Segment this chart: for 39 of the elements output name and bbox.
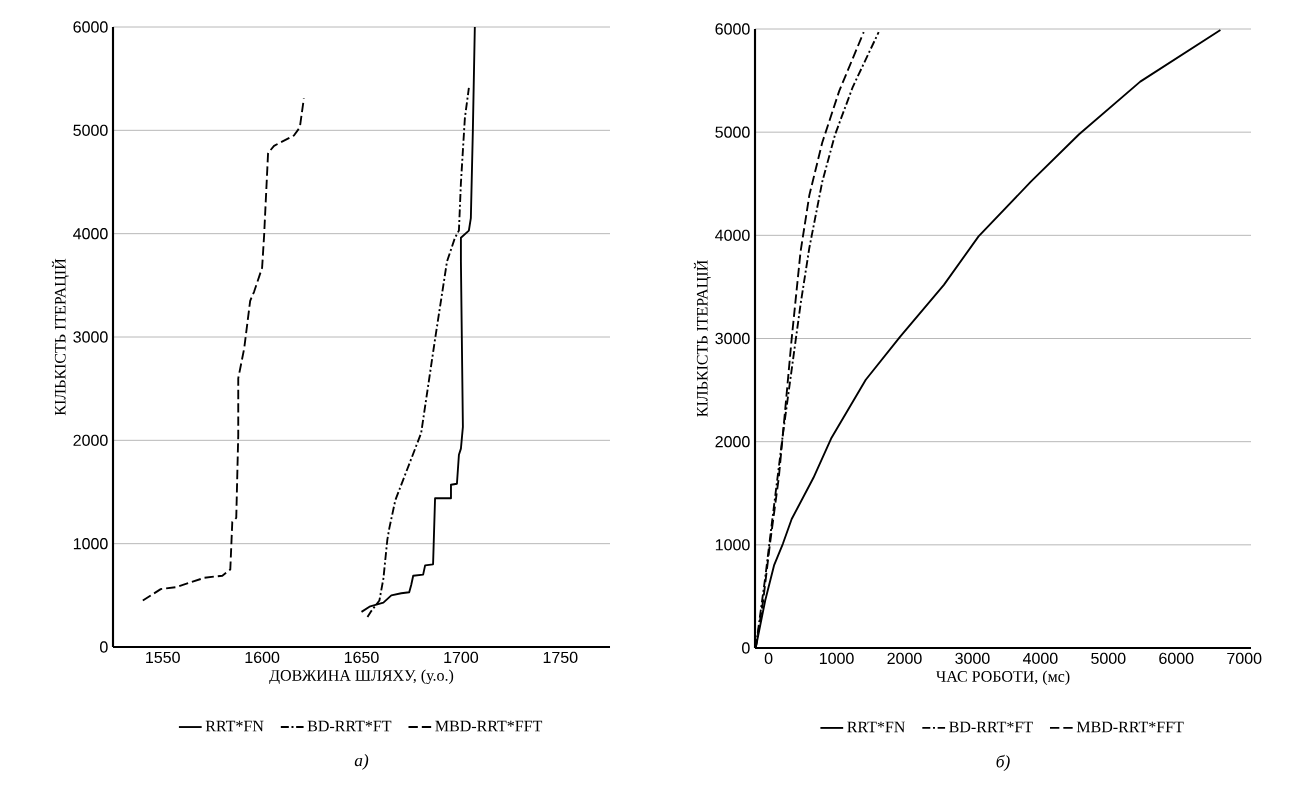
y-tick-label: 4000 [73, 228, 108, 240]
y-tick-label: 5000 [715, 126, 750, 138]
y-tick-label: 4000 [715, 229, 750, 241]
y-axis-title: КІЛЬКІСТЬ ІТЕРАЦІЙ [693, 260, 711, 417]
y-tick-label: 1000 [715, 539, 750, 551]
x-tick-label: 1600 [245, 651, 280, 664]
x-tick-label: 6000 [1159, 652, 1194, 665]
legend-label: MBD-RRT*FFT [1076, 721, 1184, 733]
y-tick-label: 3000 [715, 332, 750, 345]
x-tick-label: 2000 [887, 652, 922, 665]
legend-label: BD-RRT*FT [307, 720, 392, 732]
y-tick-label: 6000 [715, 23, 750, 35]
x-tick-label: 1550 [146, 651, 180, 664]
x-axis-title: ДОВЖИНА ШЛЯХУ, (у.о.) [269, 669, 454, 685]
x-axis-title: ЧАС РОБОТИ, (мс) [936, 670, 1070, 686]
x-tick-label: 3000 [955, 652, 990, 665]
x-tick-label: 1750 [543, 651, 578, 664]
y-tick-label: 5000 [73, 124, 108, 136]
legend-label: RRT*FN [847, 721, 906, 733]
y-axis-title: КІЛЬКІСТЬ ІТЕРАЦІЙ [51, 258, 69, 416]
text: а) [354, 754, 369, 770]
x-tick-label: 1650 [344, 651, 379, 664]
x-tick-label: 1700 [444, 651, 479, 664]
y-tick-label: 2000 [715, 436, 750, 448]
x-tick-label: 7000 [1227, 652, 1262, 665]
y-tick-label: 2000 [73, 434, 108, 446]
y-tick-label: 1000 [73, 538, 108, 550]
legend-label: BD-RRT*FT [949, 721, 1033, 733]
y-tick-label: 0 [100, 641, 108, 653]
y-tick-label: 0 [742, 642, 750, 654]
x-tick-label: 0 [764, 652, 773, 665]
x-tick-label: 4000 [1022, 652, 1058, 665]
legend-label: RRT*FN [205, 720, 264, 732]
y-tick-label: 3000 [73, 331, 108, 343]
x-tick-label: 1000 [819, 652, 854, 665]
text: б) [996, 754, 1010, 771]
x-tick-label: 5000 [1091, 652, 1126, 665]
y-tick-label: 6000 [73, 21, 108, 33]
legend-label: MBD-RRT*FFT [435, 720, 543, 732]
